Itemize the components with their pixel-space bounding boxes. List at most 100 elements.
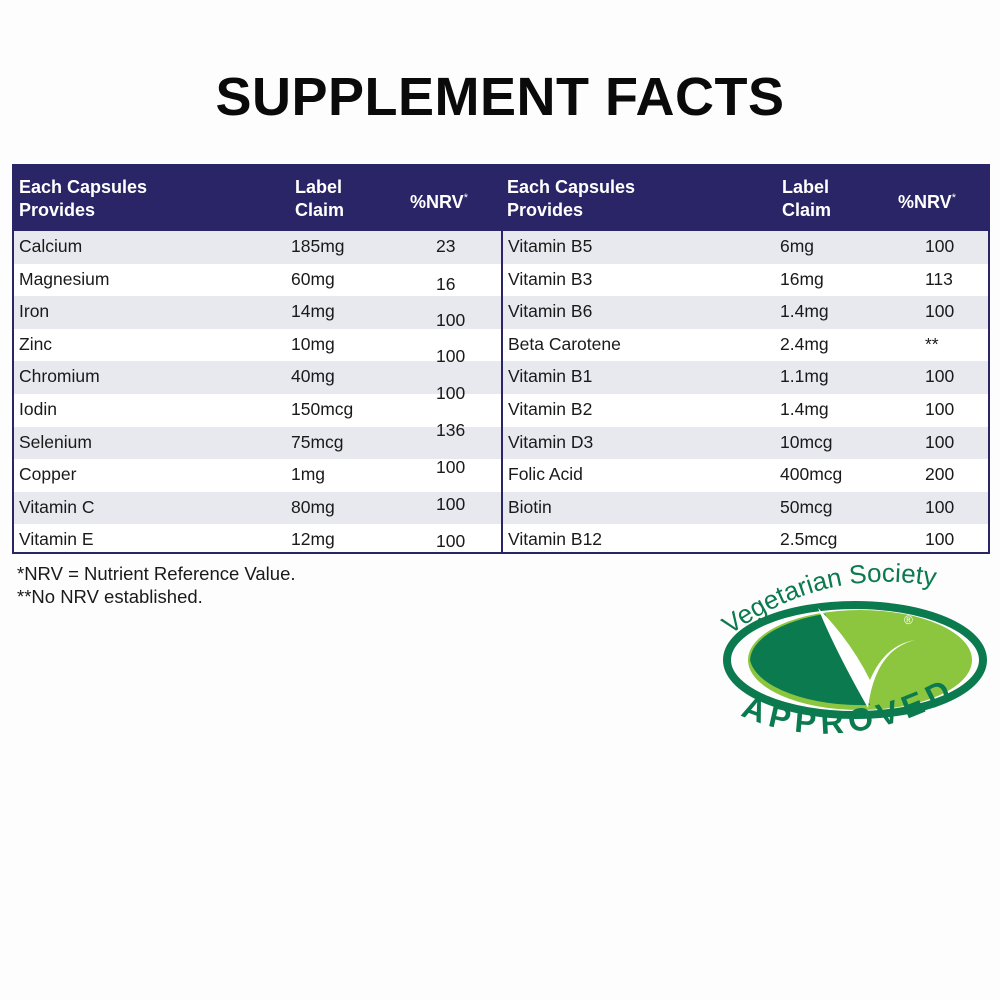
nrv-value: 100 xyxy=(436,494,466,514)
header-claim: Label Claim xyxy=(295,176,344,222)
nrv-value: 113 xyxy=(925,268,953,289)
table-row: Vitamin E 12mg xyxy=(14,524,501,557)
table-row: Beta Carotene 2.4mg ** xyxy=(503,329,988,362)
logo-ring xyxy=(723,601,987,719)
nrv-value: 100 xyxy=(436,457,466,477)
nutrient-name: Vitamin B12 xyxy=(508,529,603,550)
nrv-value: 136 xyxy=(436,420,466,440)
label-claim: 2.5mcg xyxy=(780,529,838,550)
table-row: Vitamin B3 16mg 113 xyxy=(503,264,988,297)
left-table: Each Capsules Provides Label Claim %NRV* C… xyxy=(14,166,501,552)
label-claim: 150mcg xyxy=(291,398,354,419)
nrv-value: 100 xyxy=(925,398,955,419)
nutrient-name: Folic Acid xyxy=(508,464,583,485)
table-row: Biotin 50mcg 100 xyxy=(503,491,988,525)
header-provides: Each Capsules Provides xyxy=(19,176,147,222)
label-claim: 12mg xyxy=(291,529,335,550)
header-line: Claim xyxy=(782,200,832,220)
nutrient-name: Copper xyxy=(19,464,77,485)
registered-mark: ® xyxy=(904,613,913,627)
nrv-value: 16 xyxy=(436,274,456,294)
vegetarian-society-approved-logo: ® Vegetarian Society APPROVED xyxy=(716,560,987,741)
label-claim: 16mg xyxy=(780,268,824,289)
table-row: Calcium 185mg xyxy=(14,231,501,264)
table-row: Folic Acid 400mcg 200 xyxy=(503,459,988,492)
label-claim: 10mg xyxy=(291,333,335,354)
footnotes: *NRV = Nutrient Reference Value. **No NR… xyxy=(17,562,296,608)
label-claim: 6mg xyxy=(780,236,815,256)
label-claim: 40mg xyxy=(291,366,335,387)
header-nrv: %NRV* xyxy=(898,187,956,214)
asterisk: * xyxy=(463,192,468,204)
table-row: Selenium 75mcg xyxy=(14,426,501,460)
label-claim: 75mcg xyxy=(291,431,344,452)
label-claim: 400mcg xyxy=(780,464,843,485)
nrv-value: 200 xyxy=(925,464,955,485)
table-row: Zinc 10mg xyxy=(14,329,501,362)
nrv-value: 100 xyxy=(925,366,955,387)
label-claim: 1.4mg xyxy=(780,398,829,419)
label-claim: 50mcg xyxy=(780,496,833,517)
table-row: Magnesium 60mg xyxy=(14,264,501,297)
nutrient-name: Chromium xyxy=(19,366,100,387)
header-line: %NRV xyxy=(410,192,464,212)
label-claim: 1mg xyxy=(291,464,326,485)
page-title: SUPPLEMENT FACTS xyxy=(215,67,785,127)
header-line: Claim xyxy=(295,200,345,220)
nrv-value: 23 xyxy=(436,236,456,256)
asterisk: * xyxy=(951,192,956,204)
nutrient-name: Vitamin D3 xyxy=(508,431,594,452)
nutrient-name: Selenium xyxy=(19,431,92,452)
header-line: %NRV xyxy=(898,192,952,212)
nrv-value: 100 xyxy=(436,346,466,366)
table-row: Vitamin B2 1.4mg 100 xyxy=(503,394,988,427)
table-row: Vitamin B6 1.4mg 100 xyxy=(503,296,988,329)
nrv-value: ** xyxy=(925,333,939,354)
table-row: Vitamin B5 6mg 100 xyxy=(503,231,988,264)
nrv-value: 100 xyxy=(436,531,466,551)
table-row: Vitamin C 80mg xyxy=(14,491,501,525)
table-header: Each Capsules Provides Label Claim %NRV* xyxy=(503,166,988,231)
nrv-value: 100 xyxy=(925,496,955,517)
nutrient-name: Calcium xyxy=(19,236,83,256)
nrv-value: 100 xyxy=(436,383,466,403)
nutrient-name: Magnesium xyxy=(19,268,110,289)
nutrient-name: Vitamin C xyxy=(19,496,95,517)
table-row: Vitamin B1 1.1mg 100 xyxy=(503,361,988,394)
nutrient-name: Vitamin B3 xyxy=(508,268,593,289)
footnote-no-nrv: **No NRV established. xyxy=(17,586,203,607)
table-row: Vitamin D3 10mcg 100 xyxy=(503,426,988,460)
header-line: Label xyxy=(295,177,343,197)
right-table: Each Capsules Provides Label Claim %NRV* V… xyxy=(501,166,988,552)
label-claim: 185mg xyxy=(291,236,345,256)
header-line: Provides xyxy=(507,200,584,220)
nutrient-name: Biotin xyxy=(508,496,552,517)
header-line: Each Capsules xyxy=(19,177,148,197)
table-row: Iodin 150mcg xyxy=(14,394,501,427)
nutrient-name: Zinc xyxy=(19,333,53,354)
nutrient-name: Beta Carotene xyxy=(508,333,621,354)
nrv-value: 100 xyxy=(436,310,466,330)
nutrient-name: Vitamin E xyxy=(19,529,94,550)
nutrient-name: Vitamin B1 xyxy=(508,366,593,387)
header-line: Label xyxy=(782,177,830,197)
table-row: Copper 1mg xyxy=(14,459,501,492)
label-claim: 60mg xyxy=(291,268,335,289)
table-header: Each Capsules Provides Label Claim %NRV* xyxy=(14,166,501,231)
footnote-nrv: *NRV = Nutrient Reference Value. xyxy=(17,563,296,584)
nrv-value: 100 xyxy=(925,236,955,256)
left-nrv-column: 23 16 100 100 100 136 100 100 100 xyxy=(436,231,496,552)
header-claim: Label Claim xyxy=(782,176,831,222)
label-claim: 10mcg xyxy=(780,431,833,452)
nrv-value: 100 xyxy=(925,431,955,452)
label-claim: 1.1mg xyxy=(780,366,829,387)
header-line: Each Capsules xyxy=(507,177,636,197)
nutrient-name: Iron xyxy=(19,301,50,322)
label-claim: 80mg xyxy=(291,496,335,517)
nutrient-name: Vitamin B6 xyxy=(508,301,593,322)
table-row: Chromium 40mg xyxy=(14,361,501,394)
table-row: Vitamin B12 2.5mcg 100 xyxy=(503,524,988,557)
logo-dark-half xyxy=(750,614,870,706)
nutrient-name: Vitamin B5 xyxy=(508,236,593,256)
v-mark-icon xyxy=(818,608,915,708)
